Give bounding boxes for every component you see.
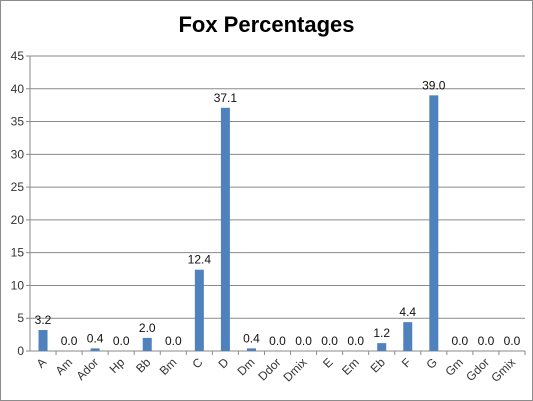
data-label-Hp: 0.0 bbox=[113, 334, 130, 348]
bar-A bbox=[38, 330, 48, 351]
x-tick-label-D: D bbox=[215, 355, 231, 371]
y-tick-label: 35 bbox=[11, 115, 25, 129]
bars bbox=[38, 95, 439, 352]
data-label-D: 37.1 bbox=[214, 91, 238, 105]
x-tick-label-Gm: Gm bbox=[442, 355, 466, 379]
data-label-Ddor: 0.0 bbox=[269, 334, 286, 348]
y-tick-label: 30 bbox=[11, 147, 25, 161]
y-tick-label: 45 bbox=[11, 49, 25, 63]
data-label-Am: 0.0 bbox=[61, 334, 78, 348]
x-tick-label-Hp: Hp bbox=[107, 355, 128, 376]
x-tick-label-Am: Am bbox=[53, 355, 76, 378]
y-tick-label: 15 bbox=[11, 246, 25, 260]
data-label-Bb: 2.0 bbox=[139, 321, 156, 335]
x-tick-label-F: F bbox=[399, 355, 414, 370]
y-tick-label: 5 bbox=[17, 311, 24, 325]
x-tick-label-Bm: Bm bbox=[157, 355, 180, 378]
y-tick-label: 25 bbox=[11, 180, 25, 194]
bar-Ador bbox=[90, 348, 100, 351]
x-tick-label-C: C bbox=[189, 355, 205, 371]
x-tick-label-Dmix: Dmix bbox=[280, 355, 309, 384]
data-label-G: 39.0 bbox=[422, 78, 446, 92]
data-label-C: 12.4 bbox=[188, 253, 212, 267]
data-label-Gdor: 0.0 bbox=[478, 334, 495, 348]
data-label-A: 3.2 bbox=[35, 313, 52, 327]
data-label-Dm: 0.4 bbox=[243, 331, 260, 345]
y-tick-label: 10 bbox=[11, 278, 25, 292]
gridlines bbox=[30, 55, 525, 319]
y-tick-label: 20 bbox=[11, 213, 25, 227]
data-label-Ador: 0.4 bbox=[87, 331, 104, 345]
x-tick-label-Em: Em bbox=[339, 355, 362, 378]
x-tick-label-Gmix: Gmix bbox=[488, 355, 518, 385]
data-label-Bm: 0.0 bbox=[165, 334, 182, 348]
bar-D bbox=[220, 107, 230, 352]
y-tick-labels: 0 5 10 15 20 25 30 35 40 45 bbox=[11, 49, 25, 358]
bar-Dm bbox=[246, 348, 256, 351]
data-label-F: 4.4 bbox=[399, 305, 416, 319]
x-tick-label-Gdor: Gdor bbox=[463, 355, 492, 384]
axes bbox=[26, 55, 526, 355]
bar-C bbox=[194, 269, 204, 351]
y-tick-label: 0 bbox=[17, 344, 24, 358]
x-tick-label-E: E bbox=[320, 355, 336, 371]
data-label-Gmix: 0.0 bbox=[504, 334, 521, 348]
x-tick-label-Dm: Dm bbox=[234, 355, 257, 378]
chart-title: Fox Percentages bbox=[178, 12, 355, 37]
data-label-E: 0.0 bbox=[321, 334, 338, 348]
x-tick-label-Bb: Bb bbox=[133, 355, 154, 376]
x-tick-label-A: A bbox=[34, 355, 50, 371]
x-tick-label-Eb: Eb bbox=[368, 355, 389, 376]
x-tick-label-Ador: Ador bbox=[73, 355, 101, 383]
x-tick-label-G: G bbox=[423, 355, 440, 372]
data-label-Gm: 0.0 bbox=[452, 334, 469, 348]
bar-Bb bbox=[142, 337, 152, 351]
data-label-Eb: 1.2 bbox=[373, 326, 390, 340]
bar-G bbox=[429, 95, 439, 351]
x-tick-label-Ddor: Ddor bbox=[255, 355, 283, 383]
bar-Eb bbox=[377, 343, 387, 351]
data-label-Em: 0.0 bbox=[347, 334, 364, 348]
bar-F bbox=[403, 322, 413, 351]
data-label-Dmix: 0.0 bbox=[295, 334, 312, 348]
y-tick-label: 40 bbox=[11, 82, 25, 96]
data-labels: 3.2 0.0 0.4 0.0 2.0 0.0 12.4 37.1 0.4 0.0 0.0 0.0 0.… bbox=[35, 78, 521, 348]
